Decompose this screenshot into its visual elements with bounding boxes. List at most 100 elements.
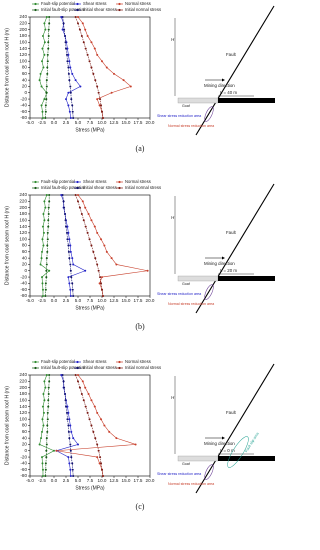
point — [77, 22, 79, 25]
point — [68, 462, 71, 465]
point — [42, 424, 45, 427]
mining-arrowhead — [222, 256, 225, 260]
legend-marker — [34, 186, 37, 190]
point — [41, 462, 44, 465]
point — [69, 85, 72, 88]
point — [68, 110, 71, 113]
h-label: H — [171, 395, 175, 400]
point — [65, 225, 67, 228]
point — [84, 47, 87, 50]
point — [90, 244, 93, 247]
y-tick-label: 20 — [22, 262, 28, 267]
point — [48, 200, 51, 203]
series-line — [45, 17, 50, 119]
point — [47, 225, 50, 228]
point — [72, 437, 75, 440]
y-tick-label: 140 — [19, 224, 27, 229]
point — [97, 449, 100, 452]
point — [98, 462, 101, 465]
point — [90, 424, 93, 427]
point — [105, 250, 108, 253]
point — [64, 212, 67, 215]
point — [41, 468, 44, 471]
point — [80, 392, 83, 395]
shear-area-label: Shear stress reduction area — [157, 114, 201, 118]
point — [47, 28, 50, 31]
point — [67, 424, 70, 427]
x-tick-label: 12.5 — [110, 298, 119, 303]
point — [70, 276, 73, 279]
y-tick-label: 80 — [22, 65, 28, 70]
panel-caption: (c) — [136, 502, 145, 511]
point — [69, 91, 72, 94]
point — [60, 374, 63, 376]
panel-caption: (a) — [136, 144, 145, 153]
panel: -80-60-40-200204060801001201401601802002… — [4, 1, 275, 153]
point — [103, 424, 106, 427]
point — [78, 28, 81, 31]
series-line — [60, 194, 86, 297]
point — [45, 194, 48, 196]
y-tick-label: 180 — [19, 33, 27, 38]
fault-line — [195, 5, 275, 136]
point — [64, 34, 67, 37]
point — [129, 85, 132, 88]
x-tick-label: 10.0 — [98, 298, 107, 303]
x-tick-label: 10.0 — [98, 120, 107, 125]
point — [65, 231, 68, 234]
x-tick-label: 7.5 — [87, 478, 94, 483]
point — [44, 104, 47, 107]
y-tick-label: 0 — [24, 448, 27, 453]
x-tick-label: 10.0 — [98, 478, 107, 483]
point — [77, 194, 79, 196]
reduction-area — [204, 284, 214, 300]
point — [86, 411, 89, 414]
point — [84, 225, 87, 228]
point — [64, 219, 67, 222]
y-tick-label: 120 — [19, 230, 27, 235]
x-tick-label: 5.0 — [75, 120, 82, 125]
point — [100, 462, 103, 465]
y-tick-label: -20 — [20, 274, 27, 279]
point — [67, 72, 70, 75]
x-tick-label: -2.5 — [38, 298, 46, 303]
point — [146, 269, 149, 272]
x-axis-title: Stress (MPa) — [75, 305, 105, 311]
fault-label: Fault — [226, 230, 237, 235]
point — [43, 380, 46, 383]
point — [45, 85, 48, 88]
point — [48, 22, 51, 25]
x-tick-label: -5.0 — [26, 298, 34, 303]
point — [67, 66, 70, 69]
point — [41, 475, 44, 477]
point — [81, 22, 84, 25]
x-tick-label: 0.0 — [51, 120, 58, 125]
legend-marker — [34, 360, 37, 364]
y-tick-label: 80 — [22, 423, 28, 428]
point — [48, 16, 51, 18]
point — [42, 392, 45, 395]
panel: -80-60-40-200204060801001201401601802002… — [4, 359, 275, 511]
point — [63, 206, 66, 209]
point — [67, 276, 70, 279]
goaf-label: Goaf — [182, 104, 190, 108]
point — [87, 212, 90, 215]
point — [67, 411, 70, 414]
x-tick-label: 5.0 — [75, 298, 82, 303]
point — [41, 295, 44, 297]
point — [72, 117, 75, 119]
x-tick-label: 20.0 — [146, 120, 155, 125]
normal-area-label: Normal stress reduction area — [168, 302, 214, 306]
legend-label: Fault-slip potential — [41, 179, 75, 184]
goaf — [177, 275, 219, 282]
x-tick-label: 12.5 — [110, 120, 119, 125]
y-tick-label: -20 — [20, 454, 27, 459]
h-label: H — [171, 215, 175, 220]
goaf — [177, 455, 219, 462]
point — [44, 117, 47, 119]
point — [41, 282, 44, 285]
point — [69, 424, 72, 427]
y-tick-label: 100 — [19, 58, 27, 63]
y-tick-label: 220 — [19, 379, 27, 384]
point — [65, 53, 68, 56]
